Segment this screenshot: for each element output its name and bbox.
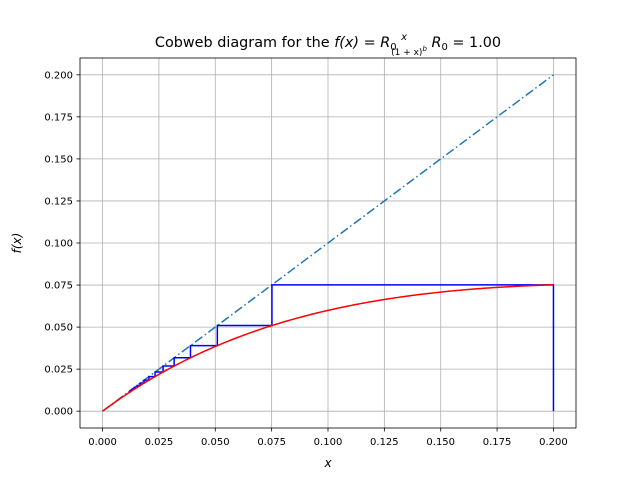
title-fx: f(x) <box>334 35 359 51</box>
title-fraction-denominator: (1 + x) <box>391 48 422 58</box>
title-r0-label: R <box>431 35 441 51</box>
y-axis-label: f(x) <box>10 233 24 254</box>
y-tick-label: 0.125 <box>44 196 73 207</box>
y-tick-label: 0.150 <box>44 154 73 165</box>
title-fraction-numerator: x <box>400 32 407 43</box>
title-r0-value: = 1.00 <box>448 35 501 51</box>
y-tick-label: 0.075 <box>44 281 73 292</box>
x-tick-label: 0.075 <box>257 437 286 448</box>
x-tick-label: 0.025 <box>145 437 174 448</box>
title-r-subscript: 0 <box>390 42 396 53</box>
y-tick-label: 0.175 <box>44 112 73 123</box>
y-tick-label: 0.200 <box>44 70 73 81</box>
y-tick-label: 0.025 <box>44 365 73 376</box>
plot-area <box>102 74 555 412</box>
y-tick-label: 0.000 <box>44 407 73 418</box>
chart-title: Cobweb diagram for the f(x) = R0 x (1 + x… <box>155 32 501 58</box>
title-prefix: Cobweb diagram for the <box>155 35 334 51</box>
title-eq: = <box>359 35 380 51</box>
x-tick-label: 0.100 <box>314 437 343 448</box>
x-tick-label: 0.150 <box>426 437 455 448</box>
title-fraction-exponent: b <box>422 45 427 53</box>
y-tick-label: 0.100 <box>44 239 73 250</box>
x-tick-label: 0.125 <box>370 437 399 448</box>
identity-line <box>102 74 554 412</box>
y-axis-ticks: 0.000 0.025 0.050 0.075 0.100 0.125 0.150 0.175… <box>44 70 80 418</box>
x-tick-label: 0.000 <box>88 437 117 448</box>
model-curve <box>102 284 554 412</box>
x-axis-label: x <box>323 456 332 470</box>
x-tick-label: 0.175 <box>483 437 512 448</box>
title-r: R <box>380 35 390 51</box>
x-axis-ticks: 0.000 0.025 0.050 0.075 0.100 0.125 0.150 0.175… <box>88 428 568 448</box>
x-tick-label: 0.050 <box>201 437 230 448</box>
y-tick-label: 0.050 <box>44 323 73 334</box>
title-r0-subscript: 0 <box>441 42 447 53</box>
x-tick-label: 0.200 <box>539 437 568 448</box>
